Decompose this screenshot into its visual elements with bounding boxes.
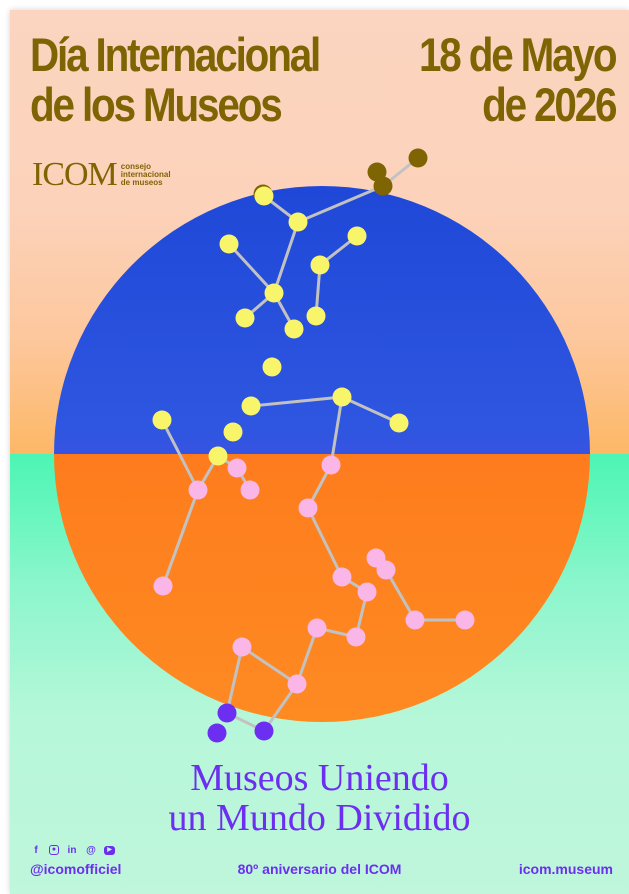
constellation-node [153,576,173,596]
icom-logo-word: ICOM [32,156,118,193]
youtube-icon[interactable]: ▶ [104,846,115,855]
constellation-line [295,626,319,686]
icom-logo: ICOM consejo internacional de museos [32,158,171,192]
constellation-line [272,220,300,295]
constellation-line [227,242,276,295]
constellation-line [160,418,200,492]
constellation-node [152,410,172,430]
constellation-line [306,506,344,579]
constellation-node [310,255,330,275]
constellation-node [207,723,227,743]
social-icons: f ● in @ ▶ [30,845,115,857]
constellation-line [249,395,344,408]
constellation-line [161,488,200,588]
constellation-node [254,186,274,206]
poster: Día Internacional de los Museos 18 de Ma… [10,10,629,894]
constellation-node [332,567,352,587]
constellation-node [346,627,366,647]
constellation-node [389,413,409,433]
constellation-node [262,357,282,377]
theme-tagline: Museos Uniendo un Mundo Dividido [168,757,471,839]
constellation-node [254,721,274,741]
social-handle[interactable]: @icomofficiel [30,861,122,877]
constellation-node [408,148,428,168]
event-date: 18 de Mayo de 2026 [418,28,618,131]
constellation-node [188,480,208,500]
constellation-node [332,387,352,407]
linkedin-icon[interactable]: in [67,845,77,856]
constellation-node [227,458,247,478]
constellation-node [223,422,243,442]
constellation-node [306,306,326,326]
constellation-node [240,480,260,500]
threads-icon[interactable]: @ [86,845,96,856]
constellation-node [347,226,367,246]
constellation-node [217,703,237,723]
constellation-node [264,283,284,303]
constellation-node [287,674,307,694]
constellation-line [340,395,401,425]
facebook-icon[interactable]: f [34,845,38,856]
constellation-node [376,560,396,580]
constellation-node [232,637,252,657]
constellation-node [455,610,475,630]
website-link[interactable]: icom.museum [518,861,613,877]
constellation-node [288,212,308,232]
constellation-line [225,645,244,715]
constellation-node [284,319,304,339]
constellation-node [405,610,425,630]
constellation-line [262,682,299,733]
anniversary-text: 80º aniversario del ICOM [237,861,402,877]
constellation-node [241,396,261,416]
circle-constellation-artwork [54,148,590,743]
constellation-node [208,446,228,466]
constellation-line [240,645,299,686]
constellation-line [384,568,417,622]
instagram-icon[interactable]: ● [49,845,59,855]
constellation-line [296,184,385,224]
constellation-node [235,308,255,328]
constellation-node [357,582,377,602]
constellation-node [321,455,341,475]
constellation-node [373,176,393,196]
icom-logo-subtitle: consejo internacional de museos [120,162,171,187]
constellation-node [219,234,239,254]
constellation-nodes [152,148,475,743]
constellation-line [329,395,344,467]
constellation-node [298,498,318,518]
constellation-node [307,618,327,638]
event-title: Día Internacional de los Museos [30,28,321,131]
